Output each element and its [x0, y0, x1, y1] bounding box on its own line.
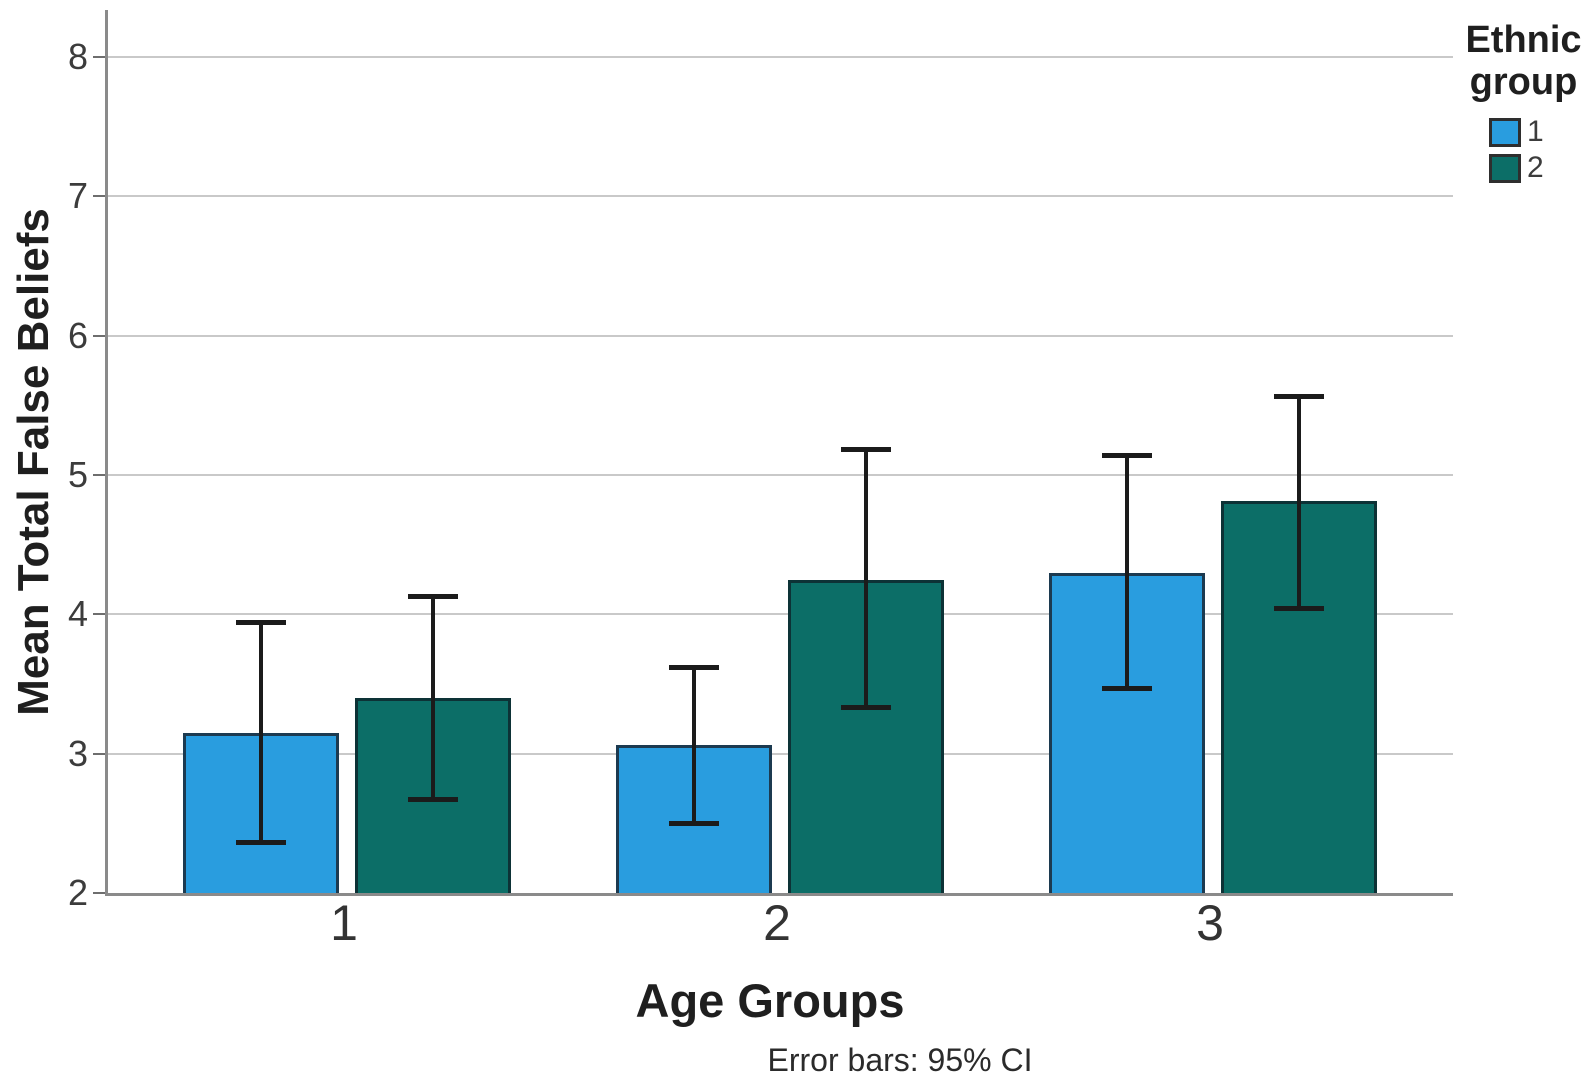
- legend-item-ethnic-1: 1: [1489, 115, 1595, 149]
- error-bar-cap: [841, 705, 891, 711]
- y-axis-tick: [93, 752, 105, 755]
- x-tick-label: 1: [330, 895, 358, 951]
- gridline: [108, 195, 1453, 198]
- legend-title: Ethnic group: [1465, 19, 1582, 103]
- y-axis-tick: [93, 56, 105, 58]
- error-bar-cap: [669, 820, 719, 826]
- y-axis-tick: [93, 334, 105, 337]
- gridline: [108, 56, 1453, 58]
- error-bar-line: [864, 449, 868, 708]
- x-axis-title: Age Groups: [635, 974, 905, 1027]
- error-bar-cap: [1274, 394, 1324, 400]
- error-bar-cap: [236, 840, 286, 846]
- y-tick-label: 6: [67, 314, 88, 356]
- gridline: [108, 334, 1453, 337]
- x-tick-label: 2: [763, 895, 791, 951]
- y-tick-label: 4: [67, 593, 88, 635]
- error-bar-line: [692, 667, 696, 824]
- error-bar-line: [1297, 396, 1301, 609]
- legend-item-ethnic-2: 2: [1489, 151, 1595, 185]
- x-tick-label: 3: [1196, 895, 1224, 951]
- error-bar-line: [1125, 455, 1129, 689]
- y-tick-label: 2: [67, 872, 88, 913]
- y-axis-tick: [93, 613, 105, 616]
- y-tick-label: 7: [67, 175, 88, 217]
- y-axis-tick: [93, 892, 105, 894]
- y-tick-label: 3: [67, 732, 88, 774]
- y-axis-tick: [93, 474, 105, 476]
- legend-swatch: [1489, 153, 1521, 183]
- error-bar-cap: [841, 447, 891, 453]
- gridline: [108, 613, 1453, 616]
- error-bar-line: [259, 622, 263, 843]
- gridline: [108, 474, 1453, 476]
- y-axis-tick: [93, 195, 105, 198]
- error-bar-cap: [1102, 685, 1152, 691]
- error-bar-cap: [408, 797, 458, 803]
- error-bar-cap: [1274, 606, 1324, 612]
- y-tick-label: 5: [67, 454, 88, 495]
- legend-item-label: 2: [1527, 151, 1544, 185]
- plot-area: [105, 10, 1453, 896]
- error-bar-line: [431, 596, 435, 800]
- y-tick-label: 8: [67, 36, 88, 77]
- error-bar-cap: [236, 620, 286, 626]
- legend-swatch: [1489, 117, 1521, 147]
- error-bar-cap: [1102, 452, 1152, 458]
- error-bar-cap: [408, 593, 458, 599]
- error-bar-cap: [669, 664, 719, 670]
- legend-item-label: 1: [1527, 115, 1544, 149]
- gridline: [108, 752, 1453, 755]
- error-bar-footnote: Error bars: 95% CI: [767, 1042, 1033, 1078]
